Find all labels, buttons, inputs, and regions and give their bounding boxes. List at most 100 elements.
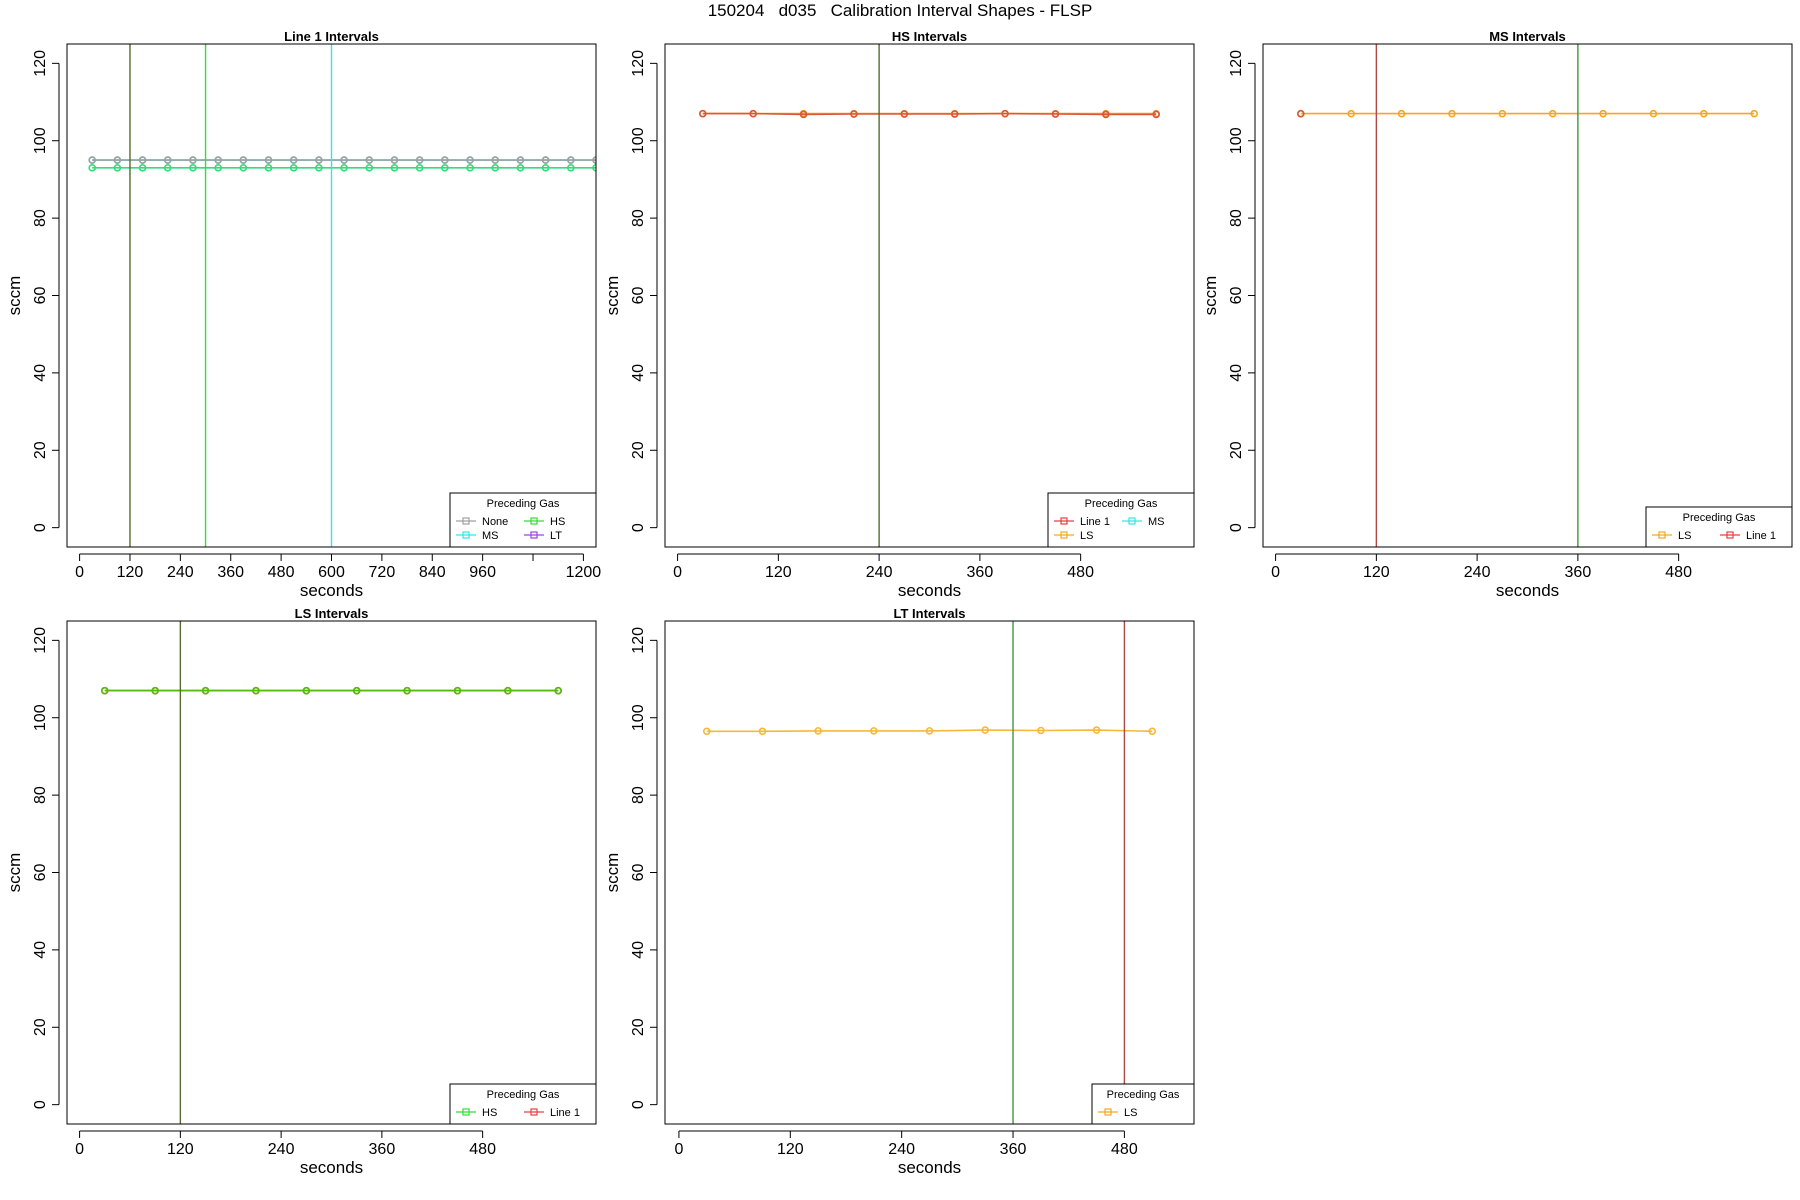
y-tick-label: 0 [1228, 523, 1245, 532]
plot-frame [66, 620, 597, 1125]
x-tick-label: 240 [268, 1141, 295, 1158]
data-point [1448, 109, 1456, 118]
y-tick-label: 120 [630, 627, 647, 654]
y-tick-label: 0 [32, 1100, 49, 1109]
x-tick-label: 0 [75, 1141, 84, 1158]
legend-swatch-marker [1060, 517, 1068, 525]
data-point [315, 164, 323, 172]
legend: Preceding Gas LS [1091, 1083, 1195, 1125]
chart-panel-2: HS Intervals 0 20 40 60 80 100 120 sccm 0 120 240 36… [603, 29, 1195, 600]
data-point [541, 164, 550, 172]
x-tick-label: 480 [1067, 564, 1094, 581]
data-point [390, 156, 399, 164]
y-tick-label: 40 [32, 941, 49, 959]
data-point [814, 727, 822, 735]
y-tick-label: 80 [1228, 209, 1245, 227]
data-point [239, 156, 248, 164]
legend-box [1645, 506, 1793, 548]
data-point [900, 110, 909, 118]
data-point [541, 156, 550, 164]
x-axis-label: seconds [300, 1158, 363, 1177]
x-tick-label: 360 [967, 564, 994, 581]
data-point [567, 164, 575, 172]
legend-entry-label: None [482, 516, 508, 528]
data-point [466, 164, 474, 172]
x-tick-label: 360 [217, 564, 244, 581]
data-point [466, 156, 474, 164]
plot-area [698, 44, 1161, 547]
x-axis-label: seconds [1496, 581, 1559, 600]
y-tick-label: 80 [32, 786, 49, 804]
data-point [138, 156, 147, 164]
legend-entry-label: Line 1 [1080, 516, 1110, 528]
x-tick-label: 240 [888, 1141, 915, 1158]
y-tick-label: 0 [630, 523, 647, 532]
legend-swatch-marker [530, 517, 538, 525]
x-tick-label: 360 [369, 1141, 396, 1158]
x-tick-label: 240 [167, 564, 194, 581]
legend-entry-label: MS [1148, 516, 1165, 528]
data-point [799, 110, 808, 119]
chart-panel-3: MS Intervals 0 20 40 60 80 100 120 sccm 0 120 240 36… [1201, 29, 1793, 600]
plot-frame [66, 43, 597, 548]
data-point [1152, 110, 1161, 119]
legend-box [1047, 492, 1195, 548]
legend-swatch-marker [462, 1108, 470, 1116]
data-point [264, 164, 273, 172]
y-tick-label: 100 [630, 127, 647, 154]
x-tick-label: 960 [469, 564, 496, 581]
x-tick-label: 480 [268, 564, 295, 581]
y-axis-label: sccm [603, 276, 622, 316]
legend-title: Preceding Gas [487, 498, 560, 510]
data-point [289, 156, 298, 164]
data-point [415, 164, 424, 172]
data-point [702, 727, 711, 736]
series-line [706, 729, 1153, 733]
legend-box [449, 492, 597, 548]
x-tick-label: 0 [674, 1141, 683, 1158]
data-point [88, 164, 96, 172]
plot-area [1296, 44, 1759, 547]
y-tick-label: 40 [32, 364, 49, 382]
y-tick-label: 0 [32, 523, 49, 532]
legend-swatch-marker [1104, 1108, 1112, 1116]
data-point [441, 164, 449, 172]
legend-box [449, 1083, 597, 1125]
data-point [1037, 726, 1045, 735]
data-point [981, 726, 989, 734]
x-tick-label: 0 [1271, 564, 1280, 581]
y-tick-label: 120 [630, 50, 647, 77]
x-tick-label: 480 [469, 1141, 496, 1158]
legend-swatch-marker [530, 1108, 538, 1116]
plot-frame [1262, 43, 1793, 548]
y-tick-label: 120 [1228, 50, 1245, 77]
data-point [1498, 109, 1507, 118]
x-tick-label: 480 [1665, 564, 1692, 581]
y-tick-label: 20 [32, 441, 49, 459]
data-point [749, 109, 757, 118]
y-tick-label: 0 [630, 1100, 647, 1109]
legend-swatch-marker [462, 517, 470, 525]
chart-panel-5: LT Intervals 0 20 40 60 80 100 120 sccm 0 120 240 36… [603, 606, 1195, 1177]
data-point [1347, 109, 1355, 118]
plot-area [702, 621, 1157, 1124]
y-tick-label: 80 [630, 786, 647, 804]
y-tick-label: 20 [1228, 441, 1245, 459]
y-tick-label: 20 [630, 1018, 647, 1036]
legend-entry-label: HS [482, 1107, 497, 1119]
x-tick-label: 0 [75, 564, 84, 581]
x-tick-label: 1200 [566, 564, 602, 581]
x-tick-label: 120 [167, 1141, 194, 1158]
data-point [113, 164, 122, 172]
y-tick-label: 100 [32, 704, 49, 731]
data-point [491, 156, 500, 164]
data-point [554, 686, 563, 695]
plot-area [100, 621, 563, 1124]
y-tick-label: 40 [630, 941, 647, 959]
data-point [453, 686, 462, 695]
legend: Preceding Gas LS Line 1 [1645, 506, 1793, 548]
chart-title: HS Intervals [892, 29, 967, 44]
x-axis-label: seconds [898, 581, 961, 600]
data-point [403, 686, 411, 695]
y-tick-label: 60 [1228, 287, 1245, 305]
